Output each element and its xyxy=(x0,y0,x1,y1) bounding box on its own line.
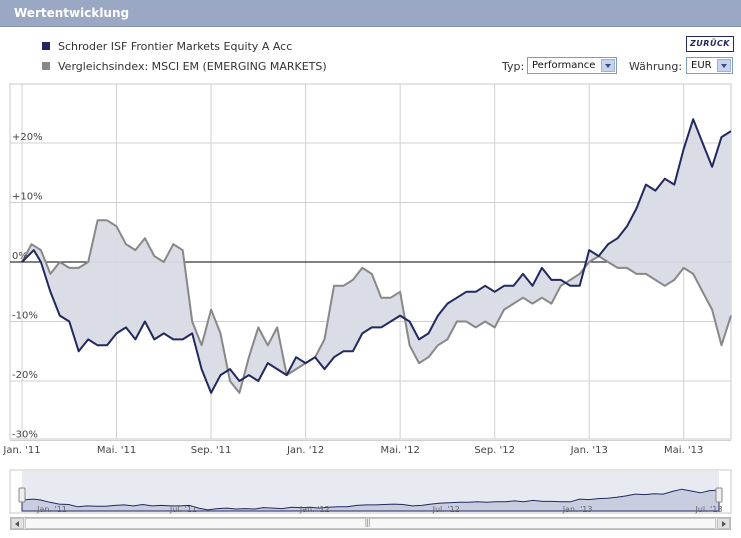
navigator-label: Jan. '11 xyxy=(36,505,67,514)
x-tick-label: Mai. '13 xyxy=(664,445,703,456)
navigator-label: Jul. '11 xyxy=(169,505,197,514)
series-line-fund xyxy=(21,118,732,394)
currency-select[interactable]: EUR xyxy=(686,57,733,74)
series-lines xyxy=(21,118,732,394)
navigator-series xyxy=(21,488,720,512)
x-tick-label: Jan. '13 xyxy=(570,445,608,456)
panel-title: Wertentwicklung xyxy=(14,6,130,20)
chevron-down-icon xyxy=(717,59,731,72)
navigator-label: Jan. '13 xyxy=(562,505,593,514)
x-tick-label: Mai. '12 xyxy=(380,445,419,456)
fill-between-area xyxy=(22,119,731,393)
horizontal-scrollbar[interactable] xyxy=(10,517,731,530)
legend-swatch-fund xyxy=(42,42,50,50)
legend-item-fund: Schroder ISF Frontier Markets Equity A A… xyxy=(42,40,292,53)
chevron-down-icon xyxy=(601,59,615,72)
y-tick-label: -10% xyxy=(12,311,38,322)
x-tick-label: Jan. '12 xyxy=(286,445,324,456)
x-tick-label: Jan. '11 xyxy=(2,445,40,456)
navigator[interactable]: Jan. '11 Jul. '11 Jan. '12 Jul. '12 Jan. '13… xyxy=(9,469,732,514)
fill-between-area-path xyxy=(22,119,731,393)
legend-label-index: Vergleichsindex: MSCI EM (EMERGING MARKE… xyxy=(58,60,327,73)
x-tick-label: Mai. '11 xyxy=(97,445,136,456)
currency-select-value: EUR xyxy=(691,60,712,71)
panel-header: Wertentwicklung xyxy=(0,0,741,27)
scroll-right-button[interactable] xyxy=(717,518,730,529)
y-tick-label: +10% xyxy=(12,192,43,203)
x-tick-label: Sep. '11 xyxy=(191,445,232,456)
x-tick-label: Sep. '12 xyxy=(474,445,515,456)
back-button[interactable]: ZURÜCK xyxy=(686,36,734,52)
legend-label-fund: Schroder ISF Frontier Markets Equity A A… xyxy=(58,40,293,53)
y-tick-label: 0% xyxy=(12,251,28,262)
currency-label: Währung: xyxy=(629,60,683,73)
typ-select[interactable]: Performance xyxy=(527,57,617,74)
legend-item-index: Vergleichsindex: MSCI EM (EMERGING MARKE… xyxy=(42,60,327,73)
y-tick-label: -20% xyxy=(12,370,38,381)
tick-labels: -30% -20% -10% 0% +10% +20% Jan. '11 Mai. '11 Se… xyxy=(2,132,703,456)
navigator-label: Jan. '12 xyxy=(299,505,330,514)
navigator-label: Jul. '13 xyxy=(694,505,722,514)
navigator-label: Jul. '12 xyxy=(432,505,460,514)
y-tick-label: +20% xyxy=(12,132,43,143)
scroll-left-button[interactable] xyxy=(11,518,24,529)
y-tick-label: -30% xyxy=(12,430,38,441)
scroll-thumb[interactable] xyxy=(25,518,716,529)
navigator-handle-right xyxy=(715,487,723,503)
typ-label: Typ: xyxy=(502,60,525,73)
legend-swatch-index xyxy=(42,62,50,70)
typ-select-value: Performance xyxy=(532,60,596,71)
navigator-handle-left xyxy=(18,487,26,503)
series-line-index xyxy=(21,219,732,394)
